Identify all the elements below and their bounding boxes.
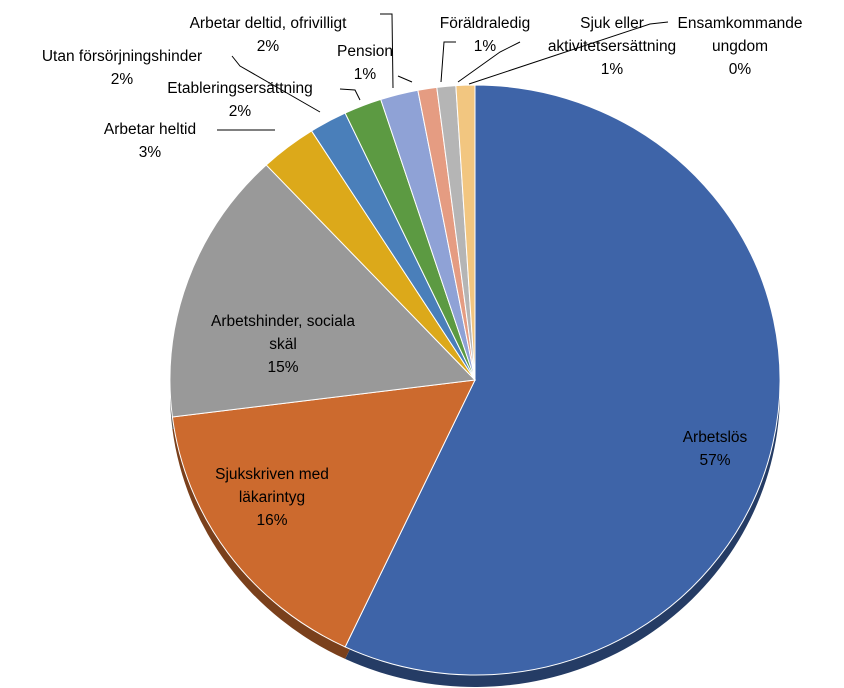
category-name: Pension bbox=[336, 43, 393, 60]
value-label: 1% bbox=[353, 66, 377, 83]
leader-line bbox=[339, 88, 361, 101]
value-label: 1% bbox=[600, 61, 624, 78]
value-label: 2% bbox=[110, 71, 134, 88]
leader-line bbox=[380, 13, 394, 89]
slice-label: Arbetar heltid 3% bbox=[80, 118, 220, 164]
value-label: 16% bbox=[256, 512, 288, 529]
leader-line bbox=[457, 41, 521, 83]
slice-label: Etableringsersättning 2% bbox=[135, 77, 345, 123]
slice bbox=[171, 379, 476, 648]
slice-label: Pension 1% bbox=[325, 40, 405, 86]
value-label: 2% bbox=[228, 103, 252, 120]
category-name: Sjuk eller aktivitetsersättning bbox=[547, 15, 677, 55]
category-name: Föräldraledig bbox=[439, 15, 531, 32]
category-name: Arbetshinder, sociala skäl bbox=[211, 313, 355, 353]
value-label: 2% bbox=[256, 38, 280, 55]
slice bbox=[344, 84, 781, 676]
slice-label: Utan försörjningshinder 2% bbox=[2, 45, 242, 91]
category-name: Arbetslös bbox=[682, 429, 748, 446]
value-label: 0% bbox=[728, 61, 752, 78]
category-name: Arbetar deltid, ofrivilligt bbox=[189, 15, 347, 32]
slice-label: Arbetar deltid, ofrivilligt 2% bbox=[153, 12, 383, 58]
leader-line bbox=[231, 55, 321, 113]
slice-label: Sjuk eller aktivitetsersättning 1% bbox=[517, 12, 707, 81]
value-label: 15% bbox=[267, 359, 299, 376]
category-name: Ensamkommande ungdom bbox=[677, 15, 803, 55]
category-name: Sjukskriven med läkarintyg bbox=[215, 466, 329, 506]
slice bbox=[455, 84, 476, 381]
value-label: 57% bbox=[699, 452, 731, 469]
slice-label: Föräldraledig 1% bbox=[425, 12, 545, 58]
slice-label: Ensamkommande ungdom 0% bbox=[665, 12, 815, 81]
category-name: Arbetar heltid bbox=[103, 121, 197, 138]
leader-line bbox=[440, 41, 456, 83]
slice-label: Arbetslös 57% bbox=[655, 426, 775, 472]
slice-label: Sjukskriven med läkarintyg 16% bbox=[187, 463, 357, 532]
slice-label: Arbetshinder, sociala skäl 15% bbox=[203, 310, 363, 379]
category-name: Utan försörjningshinder bbox=[41, 48, 203, 65]
value-label: 3% bbox=[138, 144, 162, 161]
category-name: Etableringsersättning bbox=[167, 80, 313, 97]
slice bbox=[169, 164, 477, 418]
value-label: 1% bbox=[473, 38, 497, 55]
leader-line bbox=[468, 21, 669, 85]
leader-line bbox=[397, 75, 413, 83]
